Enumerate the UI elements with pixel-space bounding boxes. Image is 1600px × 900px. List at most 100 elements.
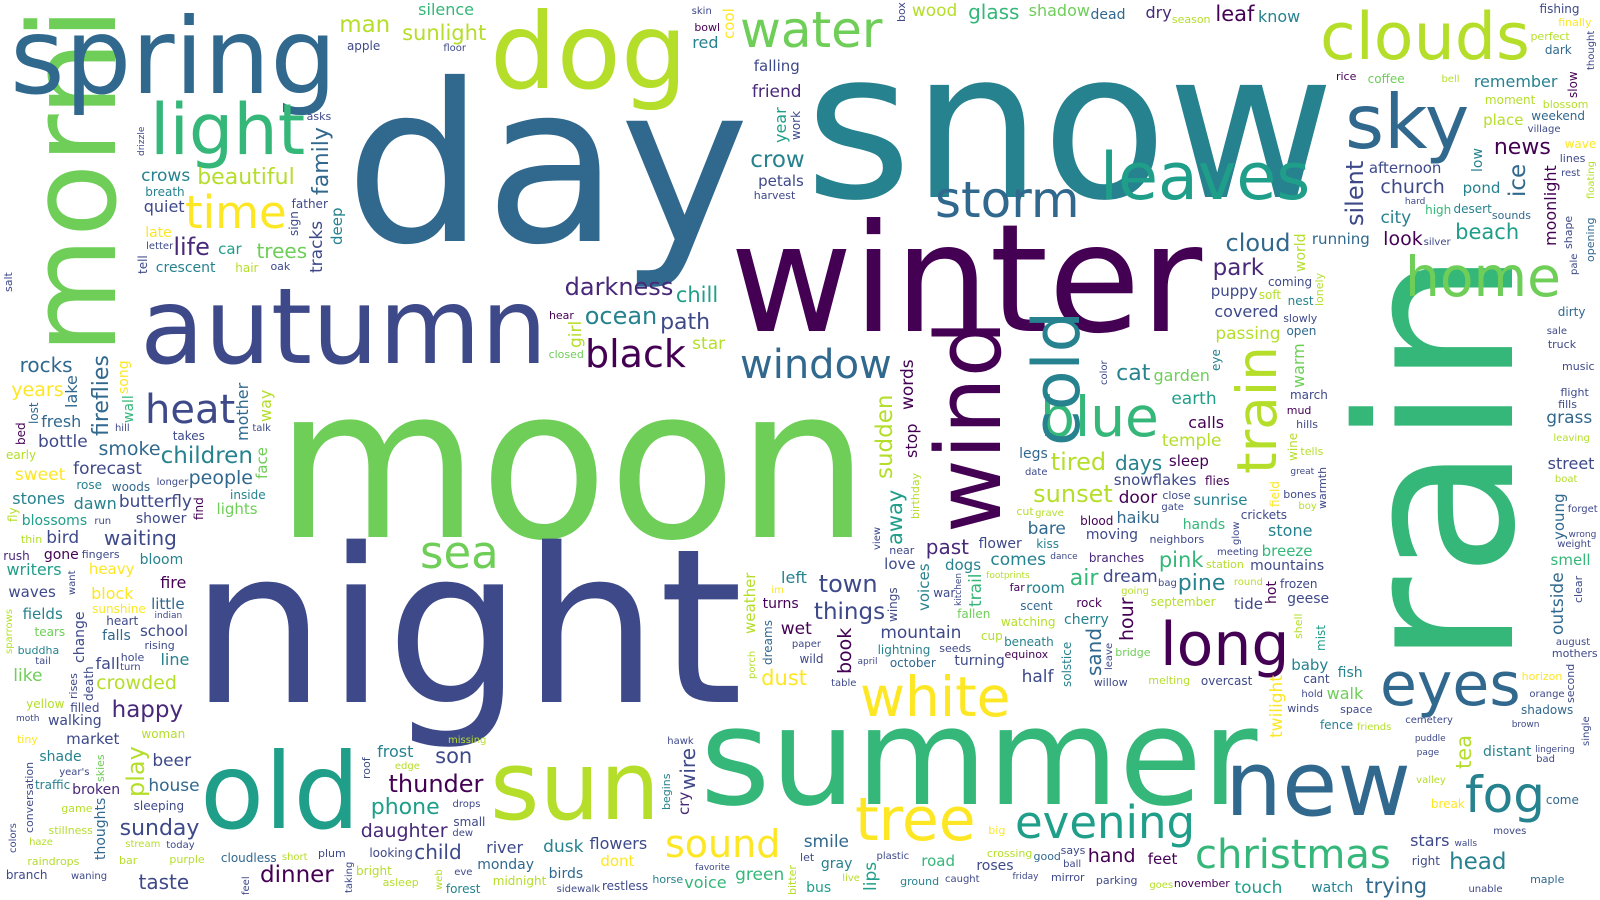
word-small: sidewalk [556, 884, 601, 896]
word-small: way [255, 389, 275, 423]
word-small: box [894, 2, 908, 23]
word-small: cup [980, 628, 1003, 643]
word-big: night [190, 502, 744, 753]
word-small: fills [1558, 397, 1577, 411]
word-big: evening [1015, 796, 1196, 849]
word-small: yellow [26, 697, 65, 712]
word-small: daughter [360, 819, 448, 842]
word-small: river [486, 838, 524, 858]
word-small: house [148, 776, 200, 797]
word-small: passing [1215, 323, 1281, 344]
word-small: big [988, 824, 1006, 838]
word-small: puddle [1414, 734, 1446, 745]
word-small: days [1114, 451, 1163, 476]
word-small: walls [1454, 839, 1478, 850]
word-small: close [1162, 488, 1191, 502]
word-small: sand [1081, 628, 1106, 677]
word-small: taking [343, 861, 355, 893]
word-small: cry [675, 791, 694, 815]
word-small: son [435, 744, 473, 769]
word-small: smile [803, 832, 850, 853]
word-small: dawn [73, 494, 117, 514]
word-small: fireflies [89, 355, 115, 437]
word-small: shade [39, 749, 82, 766]
word-small: moment [1484, 93, 1536, 108]
word-small: face [253, 447, 272, 480]
word-small: smoke [98, 438, 161, 461]
word-small: phone [370, 795, 440, 821]
word-small: willow [1093, 676, 1128, 690]
word-small: come [1545, 792, 1579, 807]
word-small: sleeping [133, 799, 185, 814]
word-small: gate [1161, 501, 1184, 513]
word-small: gone [43, 546, 79, 563]
word-small: lines [1559, 151, 1586, 165]
word-small: tea [1452, 735, 1477, 770]
word-small: web [434, 869, 446, 890]
word-small: falling [753, 56, 800, 75]
word-big: time [185, 186, 287, 239]
word-small: thoughts [93, 797, 110, 860]
word-small: happy [111, 696, 184, 723]
word-small: hill [114, 423, 130, 435]
word-small: turn [120, 662, 141, 674]
word-small: plastic [876, 850, 910, 862]
word-small: monday [477, 857, 535, 874]
word-small: hawk [667, 735, 694, 747]
word-small: beach [1455, 219, 1520, 244]
word-small: favorite [695, 862, 730, 873]
word-small: crossing [986, 846, 1033, 860]
word-small: waning [70, 870, 108, 882]
word-small: year [771, 107, 791, 144]
word-small: indian [154, 611, 183, 622]
word-small: door [1118, 487, 1158, 508]
word-small: look [1383, 227, 1423, 250]
word-small: bright [356, 863, 392, 878]
word-small: hear [548, 308, 574, 322]
word-small: fly [6, 507, 21, 522]
word-small: skin [691, 5, 712, 17]
word-small: baby [1291, 655, 1329, 674]
word-small: hold [1301, 688, 1324, 700]
word-small: hand [1087, 845, 1136, 867]
word-small: missing [447, 734, 487, 746]
word-small: smell [1550, 550, 1591, 569]
word-small: mountains [1250, 558, 1325, 575]
word-big: light [150, 89, 306, 171]
word-small: date [1024, 466, 1048, 478]
word-small: red [692, 32, 719, 52]
word-small: lightning [877, 642, 931, 657]
word-small: sale [1546, 325, 1567, 337]
word-small: trees [256, 238, 308, 263]
word-small: fields [22, 604, 63, 623]
word-small: death [81, 666, 96, 701]
word-small: orange [1529, 689, 1565, 701]
word-small: table [831, 678, 857, 690]
word-big: clouds [1320, 0, 1530, 75]
word-small: lake [62, 375, 82, 409]
word-small: footprints [986, 571, 1030, 582]
word-small: blood [1080, 514, 1114, 529]
word-big: autumn [140, 266, 548, 388]
word-small: beer [152, 750, 192, 771]
word-small: sunshine [92, 601, 146, 616]
word-small: forget [1567, 503, 1598, 515]
word-small: park [1212, 254, 1265, 281]
word-small: eve [454, 866, 473, 878]
word-small: away [882, 489, 907, 545]
word-small: birthday [908, 473, 922, 520]
word-small: let [800, 850, 815, 864]
word-small: melting [1148, 674, 1191, 688]
word-small: green [735, 864, 785, 885]
word-small: head [1449, 848, 1507, 875]
word-small: season [1171, 12, 1211, 26]
word-small: waves [8, 583, 56, 602]
word-small: thin [20, 533, 43, 547]
word-small: opening [1583, 217, 1597, 262]
word-small: fallen [957, 607, 991, 622]
word-small: crowded [96, 672, 177, 695]
word-small: boat [1554, 474, 1578, 486]
word-small: ground [900, 875, 940, 889]
word-small: fishing [1539, 1, 1580, 16]
word-small: road [921, 851, 955, 870]
